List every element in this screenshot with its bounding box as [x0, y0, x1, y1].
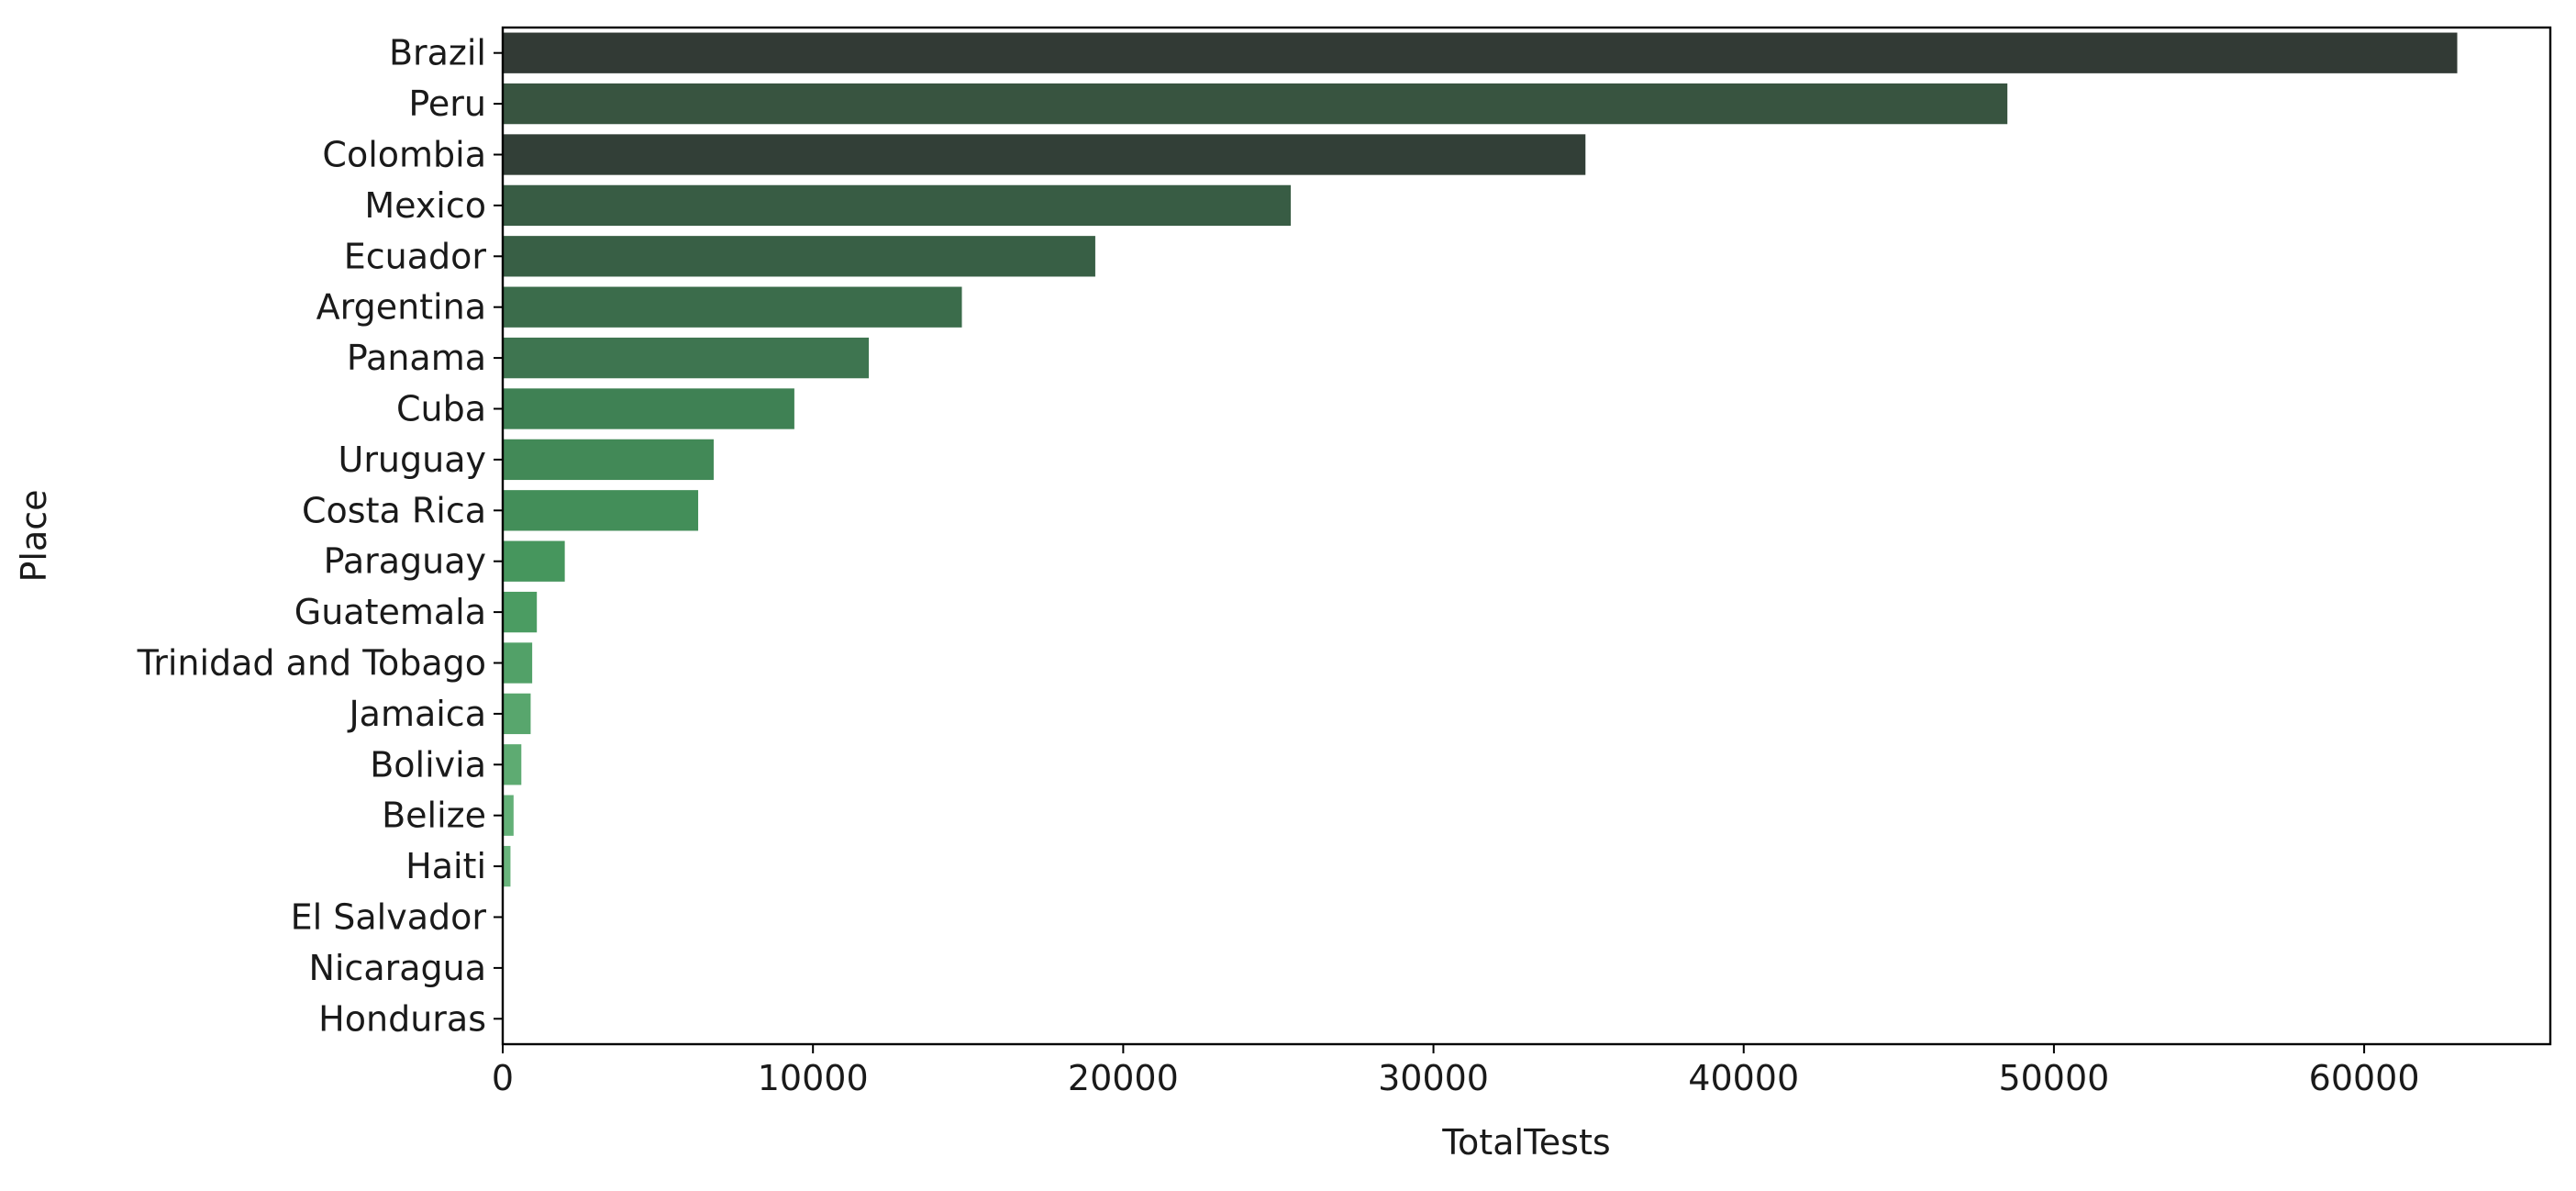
- bar: [503, 540, 565, 582]
- y-tick-labels: Brazil Peru Colombia Mexico Ecuador Argentina…: [137, 33, 503, 1039]
- y-tick-label: Bolivia: [370, 744, 486, 785]
- y-tick-label: Argentina: [316, 287, 486, 328]
- y-tick-label: Paraguay: [324, 541, 486, 582]
- y-tick-label: Nicaragua: [308, 948, 486, 988]
- y-tick-label: Haiti: [405, 846, 486, 886]
- bars-group: [503, 32, 2458, 887]
- bar: [503, 845, 511, 887]
- y-tick-label: Mexico: [364, 185, 486, 226]
- bar: [503, 184, 1291, 227]
- bar: [503, 795, 514, 836]
- x-tick-label: 20000: [1068, 1058, 1179, 1098]
- y-tick-label: Peru: [408, 83, 486, 124]
- bar: [503, 337, 870, 379]
- x-axis-label: TotalTests: [1441, 1122, 1610, 1163]
- x-ticks: 0 10000 20000 30000 40000 50000 60000: [492, 1044, 2420, 1098]
- bar: [503, 591, 538, 633]
- y-axis-label: Place: [14, 489, 54, 582]
- y-tick-label: Belize: [382, 796, 486, 836]
- bar: [503, 236, 1095, 277]
- bar: [503, 286, 962, 328]
- bar: [503, 134, 1586, 175]
- bar: [503, 439, 714, 481]
- y-tick-label: Honduras: [318, 998, 486, 1039]
- x-tick-label: 40000: [1688, 1058, 1799, 1098]
- x-tick-label: 60000: [2309, 1058, 2420, 1098]
- x-tick-label: 30000: [1378, 1058, 1489, 1098]
- x-tick-label: 10000: [758, 1058, 869, 1098]
- bar: [503, 490, 699, 531]
- bar: [503, 642, 533, 684]
- y-tick-label: Trinidad and Tobago: [137, 643, 486, 684]
- y-tick-label: Panama: [347, 338, 486, 378]
- bar: [503, 32, 2458, 73]
- y-tick-label: Guatemala: [294, 592, 486, 632]
- y-tick-label: Ecuador: [344, 236, 487, 276]
- bar: [503, 693, 531, 735]
- y-tick-label: Jamaica: [347, 694, 486, 734]
- plot-frame: [501, 26, 2552, 1046]
- y-tick-label: Costa Rica: [302, 490, 486, 530]
- y-tick-label: Uruguay: [339, 440, 487, 480]
- y-tick-label: El Salvador: [291, 897, 487, 938]
- x-tick-label: 0: [492, 1058, 514, 1098]
- bar: [503, 388, 794, 429]
- x-tick-label: 50000: [1998, 1058, 2109, 1098]
- y-tick-label: Cuba: [396, 389, 486, 429]
- bar: [503, 744, 522, 785]
- bar: [503, 83, 2008, 125]
- y-tick-label: Colombia: [322, 135, 486, 175]
- y-tick-label: Brazil: [389, 33, 486, 73]
